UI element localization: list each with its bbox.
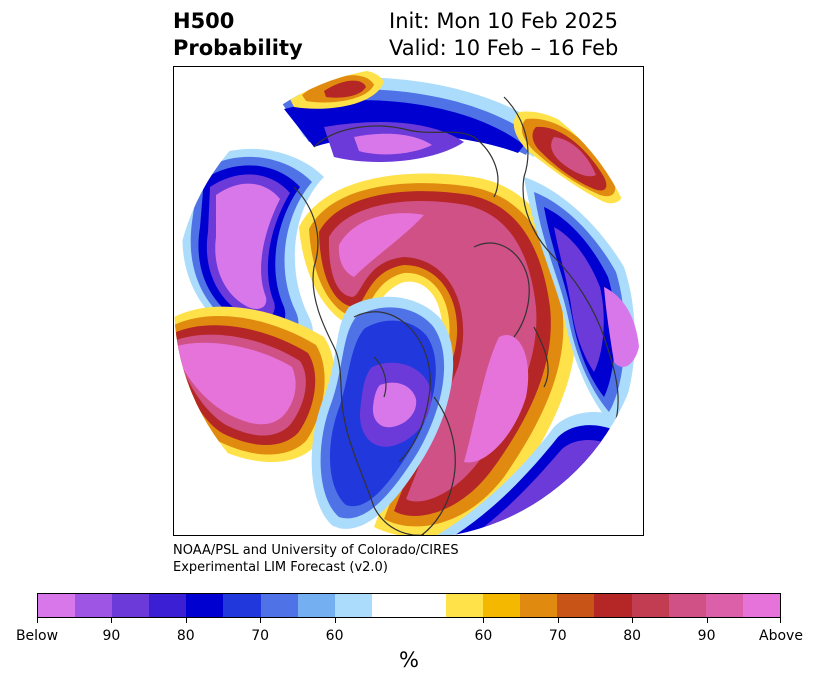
forecast-dates: Init: Mon 10 Feb 2025 Valid: 10 Feb – 16…: [389, 8, 618, 62]
colorbar-tick-label: 70: [548, 628, 567, 644]
colorbar-tick: [334, 618, 336, 623]
below-anomaly-east: [524, 177, 639, 427]
colorbar-segment: [38, 594, 76, 617]
colorbar-segment: [446, 594, 484, 617]
colorbar-segment: [186, 594, 224, 617]
credit-line-1: NOAA/PSL and University of Colorado/CIRE…: [173, 543, 459, 558]
below-anomaly-west: [182, 148, 324, 356]
title-type: Probability: [173, 36, 303, 60]
colorbar-tick: [185, 618, 187, 623]
colorbar-unit: %: [399, 648, 419, 672]
colorbar-tick: [780, 618, 781, 623]
colorbar-segment: [297, 594, 335, 617]
colorbar-tick: [260, 618, 262, 623]
credit-line-2: Experimental LIM Forecast (v2.0): [173, 560, 388, 575]
above-anomaly-central: [299, 173, 576, 535]
probability-map: [173, 66, 644, 536]
colorbar-tick: [483, 618, 485, 623]
map-title: H500 Probability: [173, 8, 303, 62]
polar-map-svg: [174, 67, 643, 535]
colorbar-tick-label: 60: [474, 628, 493, 644]
colorbar-segment: [75, 594, 113, 617]
colorbar-tick-label: 80: [623, 628, 642, 644]
colorbar-segment: [223, 594, 261, 617]
colorbar-segment: [520, 594, 558, 617]
credit-text: NOAA/PSL and University of Colorado/CIRE…: [173, 542, 459, 576]
valid-date: Valid: 10 Feb – 16 Feb: [389, 36, 619, 60]
init-date: Init: Mon 10 Feb 2025: [389, 9, 618, 33]
colorbar-segment: [742, 594, 780, 617]
colorbar-tick: [557, 618, 559, 623]
colorbar-segment: [594, 594, 632, 617]
colorbar-ticks: [37, 618, 781, 626]
above-anomaly-northeast: [513, 111, 624, 204]
probability-colorbar: [37, 593, 781, 618]
colorbar-segment: [149, 594, 187, 617]
colorbar-segment: [408, 594, 447, 617]
colorbar-segment: [260, 594, 298, 617]
colorbar-segment: [705, 594, 743, 617]
colorbar-segment: [631, 594, 669, 617]
colorbar-tick-label: 90: [697, 628, 716, 644]
colorbar-tick-label: 70: [251, 628, 270, 644]
colorbar-tick: [111, 618, 113, 623]
colorbar-segment: [371, 594, 409, 617]
colorbar-segment: [668, 594, 706, 617]
colorbar-tick-label: 90: [102, 628, 121, 644]
colorbar-segment: [334, 594, 372, 617]
colorbar-segment: [557, 594, 595, 617]
colorbar-tick-label: 80: [176, 628, 195, 644]
colorbar-tick-label: Below: [15, 628, 59, 644]
colorbar-segment: [483, 594, 521, 617]
title-variable: H500: [173, 9, 235, 33]
colorbar-segment: [112, 594, 150, 617]
above-anomaly-pacific: [174, 306, 335, 462]
colorbar-tick: [37, 618, 38, 623]
above-anomaly-north-pole: [289, 70, 384, 109]
colorbar-tick: [706, 618, 708, 623]
coastlines: [293, 96, 619, 535]
colorbar-tick-label: Above: [759, 628, 803, 644]
colorbar-tick-label: 60: [325, 628, 344, 644]
colorbar-tick: [632, 618, 634, 623]
